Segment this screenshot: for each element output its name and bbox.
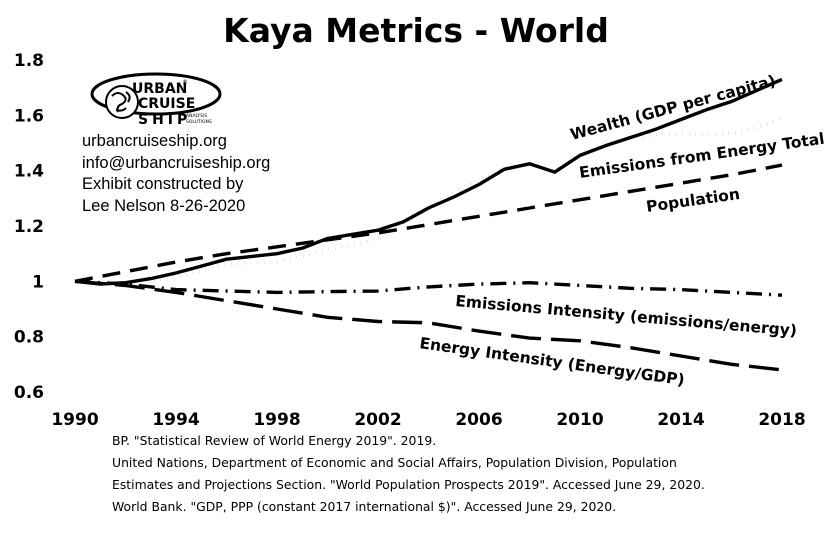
info-block: urbancruiseship.org info@urbancruiseship… xyxy=(82,131,270,217)
y-tick-label: 1.2 xyxy=(14,217,44,237)
y-axis-ticks: 0.6 0.8 1 1.2 1.4 1.6 1.8 xyxy=(14,51,44,403)
series-line-wealth xyxy=(74,77,783,286)
series-label-emissions-intensity: Emissions Intensity (emissions/energy) xyxy=(455,292,798,340)
logo-line-cruise: CRUISE xyxy=(138,96,195,112)
series-label-energy-intensity: Energy Intensity (Energy/GDP) xyxy=(418,334,685,389)
email-text: info@urbancruiseship.org xyxy=(82,153,271,172)
logo-sub-solutions: SOLUTIONS xyxy=(186,119,212,125)
source-line: Estimates and Projections Section. "Worl… xyxy=(112,477,705,492)
x-tick-label: 2006 xyxy=(455,410,502,430)
logo-line-urban: URBAN xyxy=(132,81,187,97)
x-tick-label: 1994 xyxy=(152,410,199,430)
website-text: urbancruiseship.org xyxy=(82,132,227,150)
x-tick-label: 2018 xyxy=(758,410,805,430)
logo-registered-mark: ® xyxy=(182,79,188,86)
series-lines xyxy=(74,77,783,372)
series-labels: Wealth (GDP per capita) Emissions from E… xyxy=(418,72,825,390)
source-line: United Nations, Department of Economic a… xyxy=(112,455,677,470)
credit-text-1: Exhibit constructed by xyxy=(82,175,244,193)
series-line-emissions-total xyxy=(75,116,783,285)
logo-ring-icon xyxy=(90,72,222,116)
series-label-wealth: Wealth (GDP per capita) xyxy=(568,72,777,144)
y-tick-label: 1.8 xyxy=(14,51,44,71)
urban-cruise-ship-logo: URBAN CRUISE SHIP ANALYSIS SOLUTIONS ® xyxy=(90,72,222,128)
credit-text-2: Lee Nelson 8-26-2020 xyxy=(82,196,246,215)
x-axis-ticks: 1990 1994 1998 2002 2006 2010 2014 2018 xyxy=(51,410,805,430)
chart-title: Kaya Metrics - World xyxy=(223,11,609,50)
sources-block: BP. "Statistical Review of World Energy … xyxy=(112,430,705,518)
x-tick-label: 2002 xyxy=(354,410,401,430)
x-tick-label: 2014 xyxy=(657,410,704,430)
y-tick-label: 1.6 xyxy=(14,106,44,126)
y-tick-label: 1.4 xyxy=(14,162,44,182)
series-label-emissions-total: Emissions from Energy Total xyxy=(578,130,826,182)
x-tick-label: 1990 xyxy=(51,410,98,430)
series-label-population: Population xyxy=(645,185,741,216)
logo-sub-analysis: ANALYSIS xyxy=(186,113,207,119)
y-tick-label: 0.8 xyxy=(14,328,44,348)
y-tick-label: 1 xyxy=(32,272,44,292)
source-line: BP. "Statistical Review of World Energy … xyxy=(112,433,437,448)
y-tick-label: 0.6 xyxy=(14,383,44,403)
logo-line-ship: SHIP xyxy=(138,112,191,128)
x-tick-label: 1998 xyxy=(253,410,300,430)
series-line-population xyxy=(74,163,783,283)
source-line: World Bank. "GDP, PPP (constant 2017 int… xyxy=(112,499,617,514)
series-line-emissions-intensity xyxy=(74,279,783,297)
x-tick-label: 2010 xyxy=(556,410,603,430)
